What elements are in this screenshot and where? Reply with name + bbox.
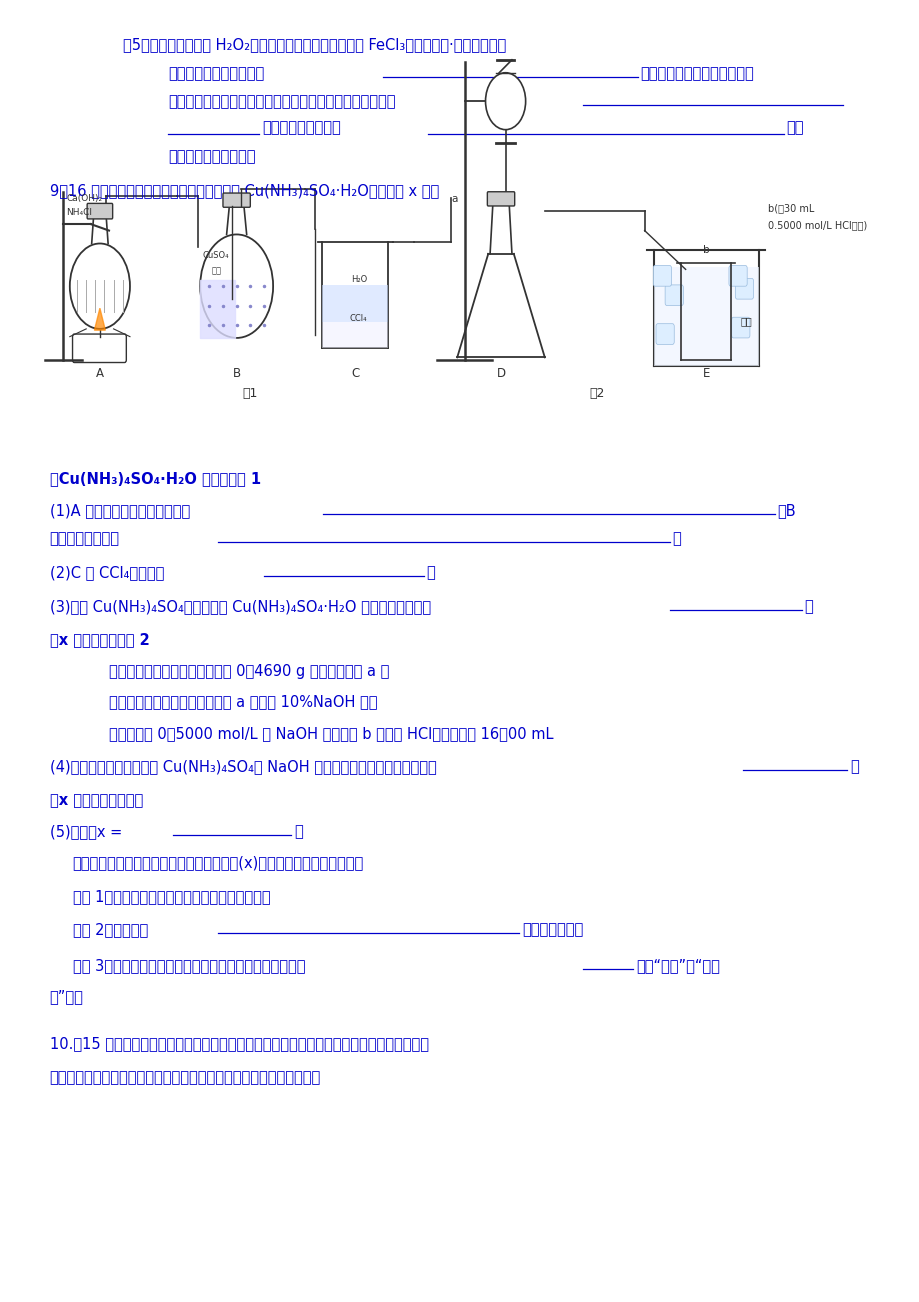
Text: NH₄Cl: NH₄Cl [66,208,92,217]
Text: C: C [351,367,359,380]
Text: 发生反应的离子方程式为: 发生反应的离子方程式为 [168,66,265,81]
Text: 【Cu(NH₃)₄SO₄·H₂O 制备】见图 1: 【Cu(NH₃)₄SO₄·H₂O 制备】见图 1 [50,471,261,486]
Text: ，: ， [294,824,302,838]
Text: 。: 。 [425,565,435,581]
Bar [322,322,388,348]
Text: 步骤一：检查装置气密性，称取 0．4690 g 晶体于锥形瓶 a 中: 步骤一：检查装置气密性，称取 0．4690 g 晶体于锥形瓶 a 中 [108,664,389,678]
Text: 步骤三：用 0．5000 mol/L 的 NaOH 标液滴定 b 中剩余 HCl，消耗标液 16．00 mL: 步骤三：用 0．5000 mol/L 的 NaOH 标液滴定 b 中剩余 HCl… [108,725,553,741]
Text: ；B: ；B [777,503,795,518]
FancyBboxPatch shape [664,285,683,306]
Text: （填“成立”或“不成: （填“成立”或“不成 [635,958,719,974]
Circle shape [485,73,525,130]
Text: 出现，并放热．随后有红褐色沉淠生成。产生气泡的原因是: 出现，并放热．随后有红褐色沉淠生成。产生气泡的原因是 [168,94,395,109]
Text: 平衡移动原理解释）。: 平衡移动原理解释）。 [168,148,255,164]
Text: D: D [496,367,505,380]
FancyBboxPatch shape [87,203,112,219]
FancyBboxPatch shape [655,324,674,345]
Text: a: a [450,194,457,204]
Circle shape [200,234,273,339]
FancyBboxPatch shape [222,193,250,207]
Text: 文明中外，曾主要用于造币，亦可用于制作仿銀饥品。回答下列问题：: 文明中外，曾主要用于造币，亦可用于制作仿銀饥品。回答下列问题： [50,1070,321,1085]
Text: 冰水: 冰水 [740,315,751,326]
Circle shape [70,243,130,329]
Text: (4)步骤二的反应可理解为 Cu(NH₃)₄SO₄与 NaOH 在溶液中反应，其离子方程式为: (4)步骤二的反应可理解为 Cu(NH₃)₄SO₄与 NaOH 在溶液中反应，其… [50,759,440,775]
Text: 假设 3：步骤三中测定结束读数时，体积读数偏小。该假设: 假设 3：步骤三中测定结束读数时，体积读数偏小。该假设 [73,958,305,974]
Text: A: A [96,367,104,380]
Text: 图2: 图2 [588,388,604,401]
FancyBboxPatch shape [73,335,126,362]
Text: 该学习小组针对上述实验步骤，提出测量値(x)比理论値偏小的原因如下：: 该学习小组针对上述实验步骤，提出测量値(x)比理论値偏小的原因如下： [73,855,363,870]
Text: (2)C 中 CCl₄的作用是: (2)C 中 CCl₄的作用是 [50,565,168,581]
FancyBboxPatch shape [728,266,746,286]
Text: 立”），: 立”）， [50,990,84,1005]
Text: 【x 値的计算与论证】: 【x 値的计算与论证】 [50,793,142,809]
Text: 。: 。 [849,759,858,775]
Text: 溶液: 溶液 [210,266,221,275]
Text: 0.5000 mol/L HCl溶液): 0.5000 mol/L HCl溶液) [766,220,866,230]
Text: CuSO₄: CuSO₄ [203,251,229,259]
FancyBboxPatch shape [652,266,671,286]
FancyBboxPatch shape [731,318,749,339]
Text: b: b [702,245,709,255]
Text: （用: （用 [786,120,803,135]
Bar [653,267,758,366]
Text: 假设 1：步骤一中用于称量的天平码码腐蚀缺损；: 假设 1：步骤一中用于称量的天平码码腐蚀缺损； [73,889,270,904]
Text: 【x 値的测量】见图 2: 【x 値的测量】见图 2 [50,633,150,647]
Text: 图1: 图1 [243,388,257,401]
Text: CCl₄: CCl₄ [349,314,368,323]
Text: （5）丁组同学向盛有 H₂O₂溶液的试管中加入几滴酸化的 FeCl₃溶液，溶液·变成棕黄色，: （5）丁组同学向盛有 H₂O₂溶液的试管中加入几滴酸化的 FeCl₃溶液，溶液·… [122,38,505,52]
FancyBboxPatch shape [487,191,514,206]
Text: 步骤二：通过分液漏斗向锣形瓶 a 中滴加 10%NaOH 溶液: 步骤二：通过分液漏斗向锣形瓶 a 中滴加 10%NaOH 溶液 [108,695,377,710]
Text: 中观察到的现象是: 中观察到的现象是 [50,531,119,547]
Text: ；生成沉淠的原因是: ；生成沉淠的原因是 [262,120,341,135]
Text: H₂O: H₂O [350,275,367,284]
Text: 假设 2：步骤二中: 假设 2：步骤二中 [73,922,153,937]
Text: (5)计算：x =: (5)计算：x = [50,824,127,838]
Text: (1)A 中发生的化学反应方程式为: (1)A 中发生的化学反应方程式为 [50,503,190,518]
Text: E: E [702,367,709,380]
Polygon shape [95,309,106,331]
Text: （任写两点）；: （任写两点）； [521,922,583,937]
Text: B: B [233,367,241,380]
Text: Ca(OH)₂: Ca(OH)₂ [66,194,102,203]
Text: 10.（15 分）东晋《华阳国志南中志》卷四种已有关于白铜的记载，云南镖白铜（铜镖合金）: 10.（15 分）东晋《华阳国志南中志》卷四种已有关于白铜的记载，云南镖白铜（铜… [50,1036,428,1051]
Text: 9（16 分）某学习小组利用如图实验装置制备 Cu(NH₃)₄SO₄·H₂O，并测量 x 値。: 9（16 分）某学习小组利用如图实验装置制备 Cu(NH₃)₄SO₄·H₂O，并… [50,184,438,199]
Text: 。: 。 [804,599,812,615]
Bar [322,285,388,322]
Text: (3)欲从 Cu(NH₃)₄SO₄溶液中析出 Cu(NH₃)₄SO₄·H₂O 晶体，可加入试剂: (3)欲从 Cu(NH₃)₄SO₄溶液中析出 Cu(NH₃)₄SO₄·H₂O 晶… [50,599,435,615]
FancyBboxPatch shape [734,279,753,299]
Text: b(含30 mL: b(含30 mL [766,203,813,214]
Text: ；一段时间后．溶液中有气泡: ；一段时间后．溶液中有气泡 [640,66,754,81]
Text: 。: 。 [672,531,680,547]
